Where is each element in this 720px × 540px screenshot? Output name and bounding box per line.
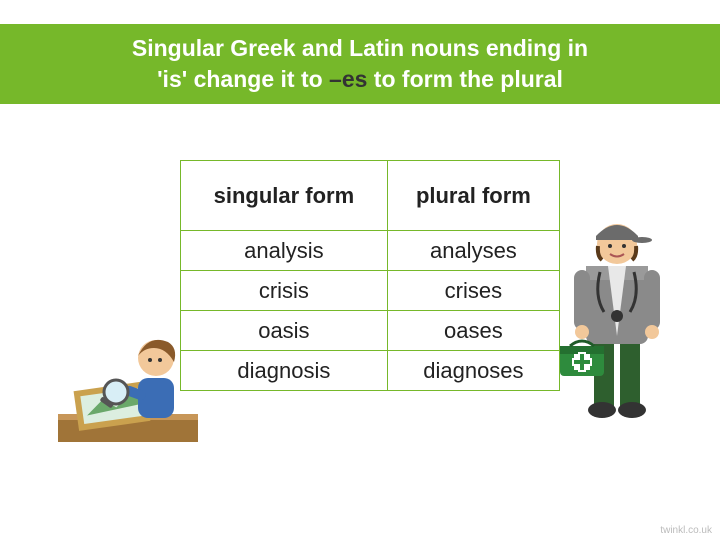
plural-table-container: singular form plural form analysis analy… [180, 160, 560, 391]
col-singular: singular form [181, 161, 388, 231]
title-banner: Singular Greek and Latin nouns ending in… [0, 24, 720, 104]
title-text: Singular Greek and Latin nouns ending in… [132, 33, 588, 95]
child-illustration-icon [58, 308, 198, 448]
cell-singular: crisis [181, 271, 388, 311]
cell-plural: analyses [387, 231, 559, 271]
table-row: diagnosis diagnoses [181, 351, 560, 391]
title-line2-prefix: 'is' change it to [157, 66, 329, 92]
cell-plural: oases [387, 311, 559, 351]
title-highlight: –es [329, 66, 367, 92]
title-line2-suffix: to form the plural [367, 66, 563, 92]
title-line1: Singular Greek and Latin nouns ending in [132, 35, 588, 61]
paramedic-illustration-icon [550, 196, 680, 426]
cell-plural: diagnoses [387, 351, 559, 391]
cell-plural: crises [387, 271, 559, 311]
table-header-row: singular form plural form [181, 161, 560, 231]
table-row: analysis analyses [181, 231, 560, 271]
watermark: twinkl.co.uk [660, 525, 712, 536]
table-row: oasis oases [181, 311, 560, 351]
col-plural: plural form [387, 161, 559, 231]
cell-singular: analysis [181, 231, 388, 271]
cell-singular: diagnosis [181, 351, 388, 391]
table-row: crisis crises [181, 271, 560, 311]
plural-table: singular form plural form analysis analy… [180, 160, 560, 391]
cell-singular: oasis [181, 311, 388, 351]
